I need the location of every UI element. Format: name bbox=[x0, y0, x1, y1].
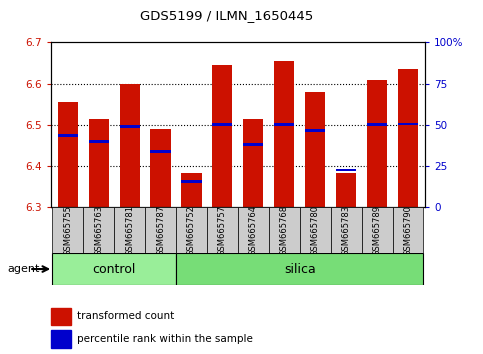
Bar bbox=[51, 308, 71, 325]
Bar bbox=[151, 129, 170, 207]
Text: GSM665764: GSM665764 bbox=[249, 205, 258, 256]
FancyBboxPatch shape bbox=[362, 207, 393, 253]
Text: GSM665755: GSM665755 bbox=[63, 205, 72, 256]
Bar bbox=[336, 173, 356, 207]
Bar bbox=[57, 102, 78, 207]
Text: GSM665783: GSM665783 bbox=[341, 205, 351, 256]
Bar bbox=[120, 125, 140, 128]
Text: GSM665763: GSM665763 bbox=[94, 205, 103, 256]
Bar bbox=[151, 150, 170, 153]
Bar bbox=[182, 173, 201, 207]
FancyBboxPatch shape bbox=[207, 207, 238, 253]
FancyBboxPatch shape bbox=[331, 207, 362, 253]
FancyBboxPatch shape bbox=[238, 207, 269, 253]
Bar bbox=[305, 129, 325, 132]
Bar bbox=[274, 61, 294, 207]
Bar bbox=[398, 69, 418, 207]
FancyBboxPatch shape bbox=[114, 207, 145, 253]
Bar bbox=[336, 169, 356, 171]
Text: silica: silica bbox=[284, 263, 315, 275]
Bar bbox=[213, 65, 232, 207]
FancyBboxPatch shape bbox=[269, 207, 300, 253]
Bar bbox=[88, 119, 109, 207]
FancyBboxPatch shape bbox=[52, 253, 176, 285]
Bar bbox=[367, 80, 387, 207]
Bar bbox=[57, 133, 78, 137]
Bar bbox=[51, 330, 71, 348]
FancyBboxPatch shape bbox=[300, 207, 331, 253]
Bar bbox=[243, 119, 263, 207]
Bar bbox=[367, 123, 387, 126]
FancyBboxPatch shape bbox=[52, 207, 83, 253]
FancyBboxPatch shape bbox=[83, 207, 114, 253]
Text: GSM665768: GSM665768 bbox=[280, 205, 289, 256]
Text: control: control bbox=[92, 263, 136, 275]
FancyBboxPatch shape bbox=[145, 207, 176, 253]
Bar bbox=[243, 143, 263, 146]
Text: GDS5199 / ILMN_1650445: GDS5199 / ILMN_1650445 bbox=[141, 9, 313, 22]
Bar bbox=[213, 123, 232, 126]
Bar bbox=[274, 123, 294, 126]
Bar bbox=[305, 92, 325, 207]
Text: GSM665787: GSM665787 bbox=[156, 205, 165, 256]
Text: GSM665781: GSM665781 bbox=[125, 205, 134, 256]
Text: GSM665790: GSM665790 bbox=[403, 205, 412, 256]
Text: GSM665752: GSM665752 bbox=[187, 205, 196, 256]
FancyBboxPatch shape bbox=[176, 207, 207, 253]
Bar bbox=[120, 85, 140, 207]
Text: percentile rank within the sample: percentile rank within the sample bbox=[77, 334, 253, 344]
Bar bbox=[88, 140, 109, 143]
Text: GSM665789: GSM665789 bbox=[372, 205, 382, 256]
Text: agent: agent bbox=[7, 264, 40, 274]
FancyBboxPatch shape bbox=[393, 207, 424, 253]
Bar bbox=[398, 122, 418, 125]
Text: GSM665757: GSM665757 bbox=[218, 205, 227, 256]
Text: GSM665780: GSM665780 bbox=[311, 205, 320, 256]
FancyBboxPatch shape bbox=[176, 253, 424, 285]
Bar bbox=[182, 180, 201, 183]
Text: transformed count: transformed count bbox=[77, 312, 174, 321]
